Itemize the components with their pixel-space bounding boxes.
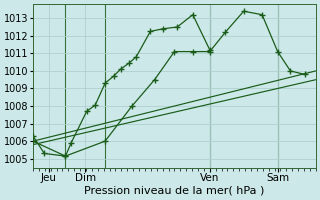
- X-axis label: Pression niveau de la mer( hPa ): Pression niveau de la mer( hPa ): [84, 186, 265, 196]
